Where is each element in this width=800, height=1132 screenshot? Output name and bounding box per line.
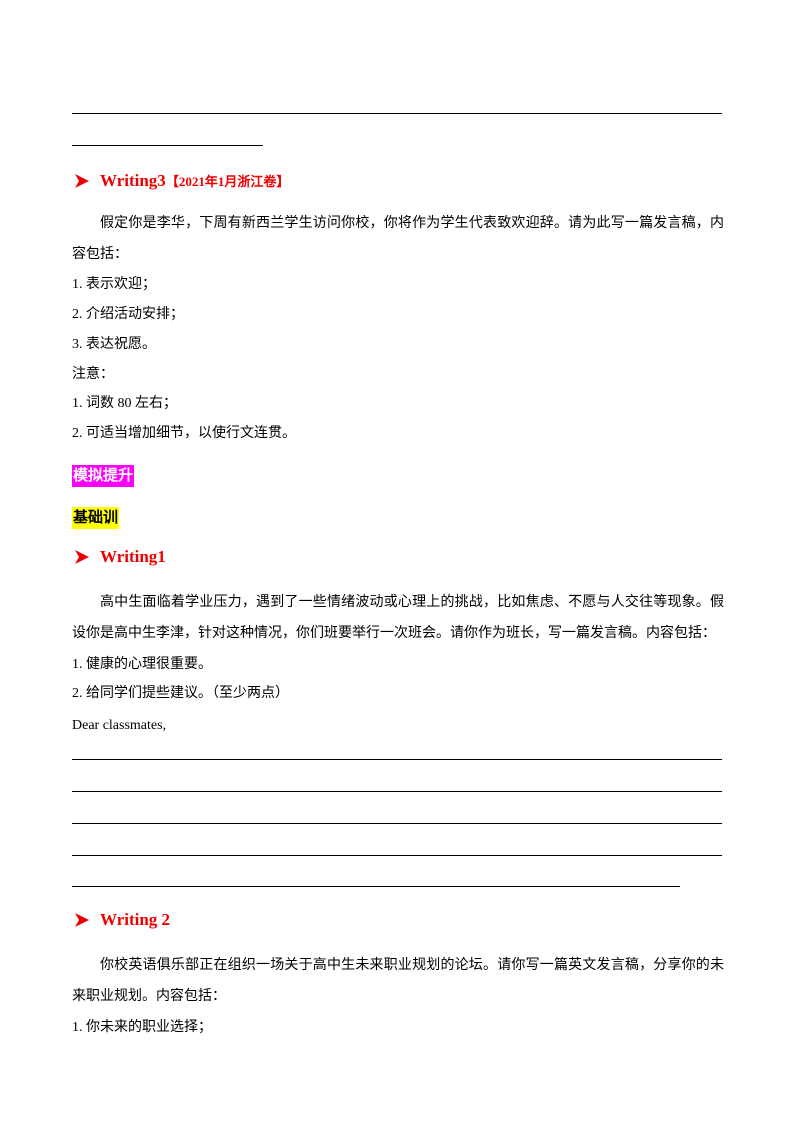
note-label: 注意：	[72, 367, 114, 382]
arrow-icon	[75, 550, 89, 564]
answer-line	[72, 855, 722, 856]
salutation: Dear classmates,	[72, 718, 167, 733]
answer-line	[72, 113, 722, 114]
item: 1. 表示欢迎；	[72, 277, 156, 292]
answer-line	[72, 791, 722, 792]
subsection-title: 基础训	[72, 507, 120, 529]
heading-text: Writing3	[100, 171, 166, 190]
item: 3. 表达祝愿。	[72, 337, 156, 352]
note: 1. 词数 80 左右；	[72, 396, 177, 411]
prompt: 高中生面临着学业压力，遇到了一些情绪波动或心理上的挑战，比如焦虑、不愿与人交往等…	[72, 595, 724, 641]
section-title: 模拟提升	[72, 465, 135, 487]
heading: Writing 2	[100, 910, 171, 929]
prompt: 假定你是李华，下周有新西兰学生访问你校，你将作为学生代表致欢迎辞。请为此写一篇发…	[72, 216, 724, 262]
answer-line	[72, 145, 263, 146]
item: 2. 给同学们提些建议。（至少两点）	[72, 686, 289, 701]
arrow-icon	[75, 174, 89, 188]
answer-line	[72, 886, 680, 887]
answer-line	[72, 759, 722, 760]
heading: Writing3【2021年1月浙江卷】	[100, 169, 289, 194]
note: 2. 可适当增加细节，以使行文连贯。	[72, 426, 296, 441]
answer-line	[72, 823, 722, 824]
item: 2. 介绍活动安排；	[72, 307, 184, 322]
item: 1. 健康的心理很重要。	[72, 657, 212, 672]
source: 【2021年1月浙江卷】	[165, 174, 290, 189]
item: 1. 你未来的职业选择；	[72, 1020, 212, 1035]
heading: Writing1	[100, 547, 166, 566]
prompt: 你校英语俱乐部正在组织一场关于高中生未来职业规划的论坛。请你写一篇英文发言稿，分…	[72, 958, 724, 1004]
arrow-icon	[75, 913, 89, 927]
